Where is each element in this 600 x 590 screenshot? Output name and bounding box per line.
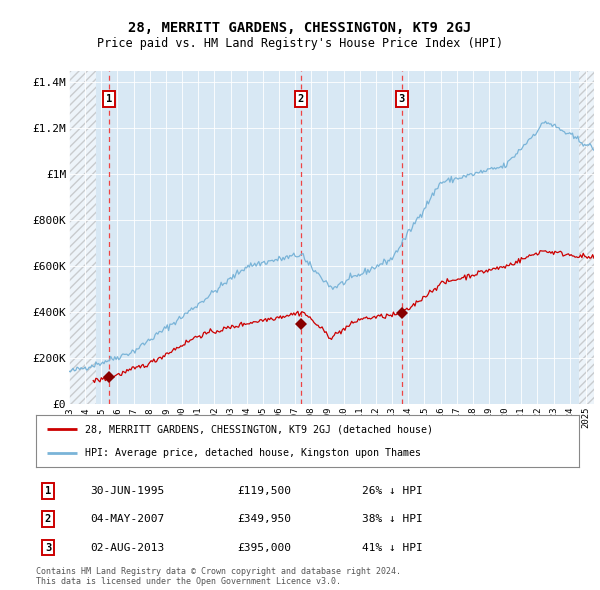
Text: Contains HM Land Registry data © Crown copyright and database right 2024.: Contains HM Land Registry data © Crown c…: [36, 567, 401, 576]
Text: 3: 3: [45, 543, 51, 552]
Text: 3: 3: [398, 94, 405, 104]
Text: HPI: Average price, detached house, Kingston upon Thames: HPI: Average price, detached house, King…: [85, 448, 421, 458]
Text: 41% ↓ HPI: 41% ↓ HPI: [362, 543, 422, 552]
Text: £349,950: £349,950: [237, 514, 291, 524]
Text: Price paid vs. HM Land Registry's House Price Index (HPI): Price paid vs. HM Land Registry's House …: [97, 37, 503, 50]
Text: 38% ↓ HPI: 38% ↓ HPI: [362, 514, 422, 524]
Text: 02-AUG-2013: 02-AUG-2013: [91, 543, 164, 552]
Text: 30-JUN-1995: 30-JUN-1995: [91, 486, 164, 496]
Text: 28, MERRITT GARDENS, CHESSINGTON, KT9 2GJ (detached house): 28, MERRITT GARDENS, CHESSINGTON, KT9 2G…: [85, 424, 433, 434]
Text: £395,000: £395,000: [237, 543, 291, 552]
Text: 2: 2: [45, 514, 51, 524]
Bar: [69, 71, 97, 404]
Text: 2: 2: [298, 94, 304, 104]
Text: 04-MAY-2007: 04-MAY-2007: [91, 514, 164, 524]
Text: 1: 1: [45, 486, 51, 496]
Bar: [580, 71, 594, 404]
Text: This data is licensed under the Open Government Licence v3.0.: This data is licensed under the Open Gov…: [36, 577, 341, 586]
Text: 26% ↓ HPI: 26% ↓ HPI: [362, 486, 422, 496]
Text: 28, MERRITT GARDENS, CHESSINGTON, KT9 2GJ: 28, MERRITT GARDENS, CHESSINGTON, KT9 2G…: [128, 21, 472, 35]
Text: £119,500: £119,500: [237, 486, 291, 496]
Text: 1: 1: [106, 94, 113, 104]
